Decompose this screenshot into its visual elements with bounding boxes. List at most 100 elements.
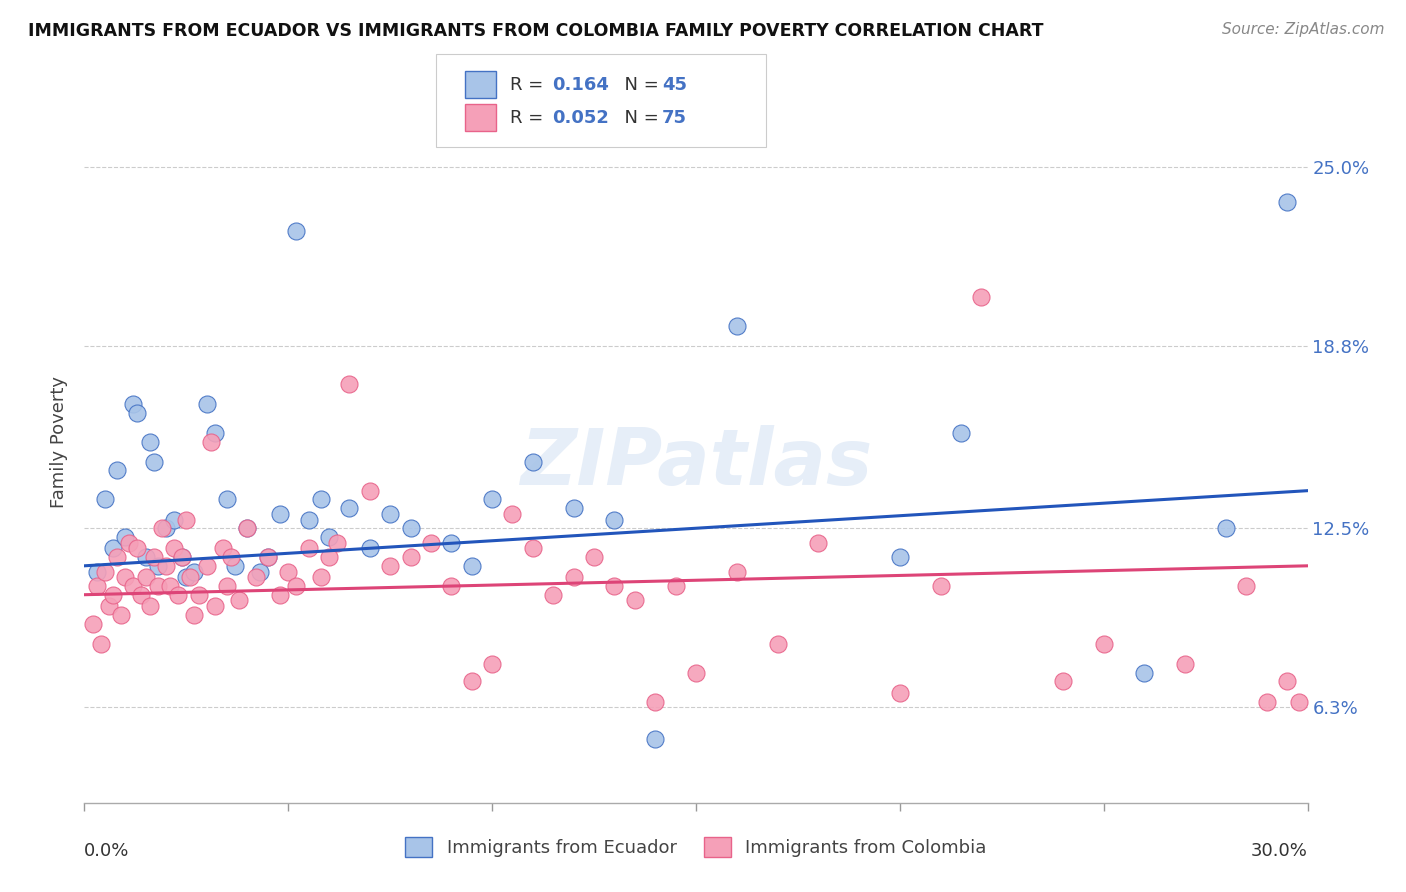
Point	[339, 501, 361, 516]
Legend: Immigrants from Ecuador, Immigrants from Colombia: Immigrants from Ecuador, Immigrants from…	[396, 828, 995, 866]
Point	[105, 550, 128, 565]
Point	[929, 579, 952, 593]
Point	[950, 425, 973, 440]
Point	[183, 607, 205, 622]
Point	[543, 588, 565, 602]
Point	[114, 570, 136, 584]
Point	[163, 512, 186, 526]
Text: 0.052: 0.052	[553, 109, 609, 127]
Point	[624, 593, 647, 607]
Point	[440, 579, 463, 593]
Point	[461, 558, 484, 573]
Point	[277, 565, 299, 579]
Point	[1277, 674, 1299, 689]
Point	[97, 599, 120, 614]
Point	[562, 501, 585, 516]
Point	[285, 223, 308, 237]
Point	[1256, 695, 1278, 709]
Point	[131, 588, 153, 602]
Point	[1277, 194, 1299, 209]
Text: R =: R =	[510, 109, 550, 127]
Text: N =: N =	[613, 109, 665, 127]
Point	[461, 674, 484, 689]
Point	[183, 565, 205, 579]
Point	[179, 570, 201, 584]
Point	[309, 570, 332, 584]
Point	[522, 455, 544, 469]
Point	[522, 541, 544, 556]
Point	[195, 558, 218, 573]
Point	[1092, 637, 1115, 651]
Point	[807, 535, 830, 549]
Text: 0.0%: 0.0%	[84, 842, 129, 860]
Point	[155, 521, 177, 535]
Point	[138, 599, 160, 614]
Point	[150, 521, 173, 535]
Text: 30.0%: 30.0%	[1251, 842, 1308, 860]
Point	[318, 530, 340, 544]
Point	[440, 535, 463, 549]
Point	[142, 455, 165, 469]
Point	[114, 530, 136, 544]
Point	[298, 541, 321, 556]
Point	[889, 686, 911, 700]
Point	[101, 588, 124, 602]
Point	[889, 550, 911, 565]
Point	[82, 616, 104, 631]
Point	[224, 558, 246, 573]
Point	[359, 483, 381, 498]
Point	[644, 695, 666, 709]
Point	[167, 588, 190, 602]
Point	[298, 512, 321, 526]
Point	[110, 607, 132, 622]
Point	[339, 376, 361, 391]
Point	[285, 579, 308, 593]
Point	[204, 425, 226, 440]
Point	[725, 318, 748, 333]
Point	[142, 550, 165, 565]
Point	[399, 550, 422, 565]
Point	[665, 579, 688, 593]
Point	[562, 570, 585, 584]
Point	[127, 406, 149, 420]
Point	[172, 550, 194, 565]
Point	[155, 558, 177, 573]
Text: 75: 75	[662, 109, 688, 127]
Point	[257, 550, 280, 565]
Text: R =: R =	[510, 76, 550, 94]
Point	[174, 512, 197, 526]
Text: Source: ZipAtlas.com: Source: ZipAtlas.com	[1222, 22, 1385, 37]
Point	[245, 570, 267, 584]
Point	[93, 565, 115, 579]
Text: N =: N =	[613, 76, 665, 94]
Point	[122, 579, 145, 593]
Point	[644, 732, 666, 747]
Point	[172, 550, 194, 565]
Point	[204, 599, 226, 614]
Point	[249, 565, 271, 579]
Point	[380, 558, 402, 573]
Point	[118, 535, 141, 549]
Point	[146, 579, 169, 593]
Point	[725, 565, 748, 579]
Point	[257, 550, 280, 565]
Point	[481, 492, 503, 507]
Point	[217, 579, 239, 593]
Point	[86, 579, 108, 593]
Point	[1288, 695, 1310, 709]
Point	[269, 507, 291, 521]
Point	[135, 550, 157, 565]
Point	[420, 535, 443, 549]
Text: IMMIGRANTS FROM ECUADOR VS IMMIGRANTS FROM COLOMBIA FAMILY POVERTY CORRELATION C: IMMIGRANTS FROM ECUADOR VS IMMIGRANTS FR…	[28, 22, 1043, 40]
Point	[200, 434, 222, 449]
Y-axis label: Family Poverty: Family Poverty	[51, 376, 69, 508]
Point	[212, 541, 235, 556]
Point	[603, 512, 626, 526]
Point	[138, 434, 160, 449]
Point	[187, 588, 209, 602]
Point	[481, 657, 503, 671]
Point	[359, 541, 381, 556]
Point	[93, 492, 115, 507]
Point	[583, 550, 606, 565]
Point	[146, 558, 169, 573]
